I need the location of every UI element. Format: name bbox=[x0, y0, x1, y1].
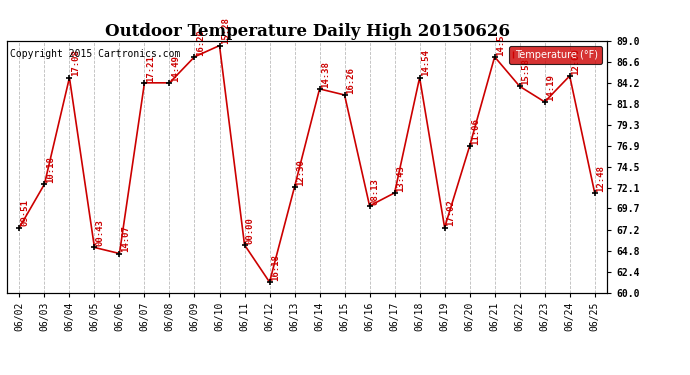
Text: 00:00: 00:00 bbox=[246, 217, 255, 243]
Text: Copyright 2015 Cartronics.com: Copyright 2015 Cartronics.com bbox=[10, 49, 180, 59]
Text: 14:49: 14:49 bbox=[170, 55, 179, 81]
Text: 15:58: 15:58 bbox=[521, 58, 530, 85]
Text: 13:43: 13:43 bbox=[396, 165, 405, 192]
Text: 00:43: 00:43 bbox=[96, 219, 105, 246]
Text: 11:06: 11:06 bbox=[471, 118, 480, 145]
Text: 10:18: 10:18 bbox=[46, 156, 55, 183]
Text: 12:30: 12:30 bbox=[296, 159, 305, 186]
Text: 15:28: 15:28 bbox=[221, 17, 230, 44]
Text: 14:38: 14:38 bbox=[321, 61, 330, 88]
Text: 17:02: 17:02 bbox=[446, 200, 455, 226]
Text: 14:19: 14:19 bbox=[546, 74, 555, 100]
Text: 14:54: 14:54 bbox=[421, 50, 430, 76]
Text: 16:20: 16:20 bbox=[196, 28, 205, 56]
Text: 12:00: 12:00 bbox=[571, 48, 580, 75]
Text: 17:08: 17:08 bbox=[70, 50, 79, 76]
Text: 16:26: 16:26 bbox=[346, 67, 355, 94]
Text: 14:07: 14:07 bbox=[121, 225, 130, 252]
Text: 16:18: 16:18 bbox=[270, 254, 279, 281]
Title: Outdoor Temperature Daily High 20150626: Outdoor Temperature Daily High 20150626 bbox=[105, 23, 509, 40]
Text: 09:51: 09:51 bbox=[21, 200, 30, 226]
Text: 08:13: 08:13 bbox=[371, 178, 380, 205]
Text: 12:48: 12:48 bbox=[596, 165, 605, 192]
Text: 17:21: 17:21 bbox=[146, 55, 155, 81]
Legend: Temperature (°F): Temperature (°F) bbox=[509, 46, 602, 64]
Text: 14:5: 14:5 bbox=[496, 34, 505, 56]
